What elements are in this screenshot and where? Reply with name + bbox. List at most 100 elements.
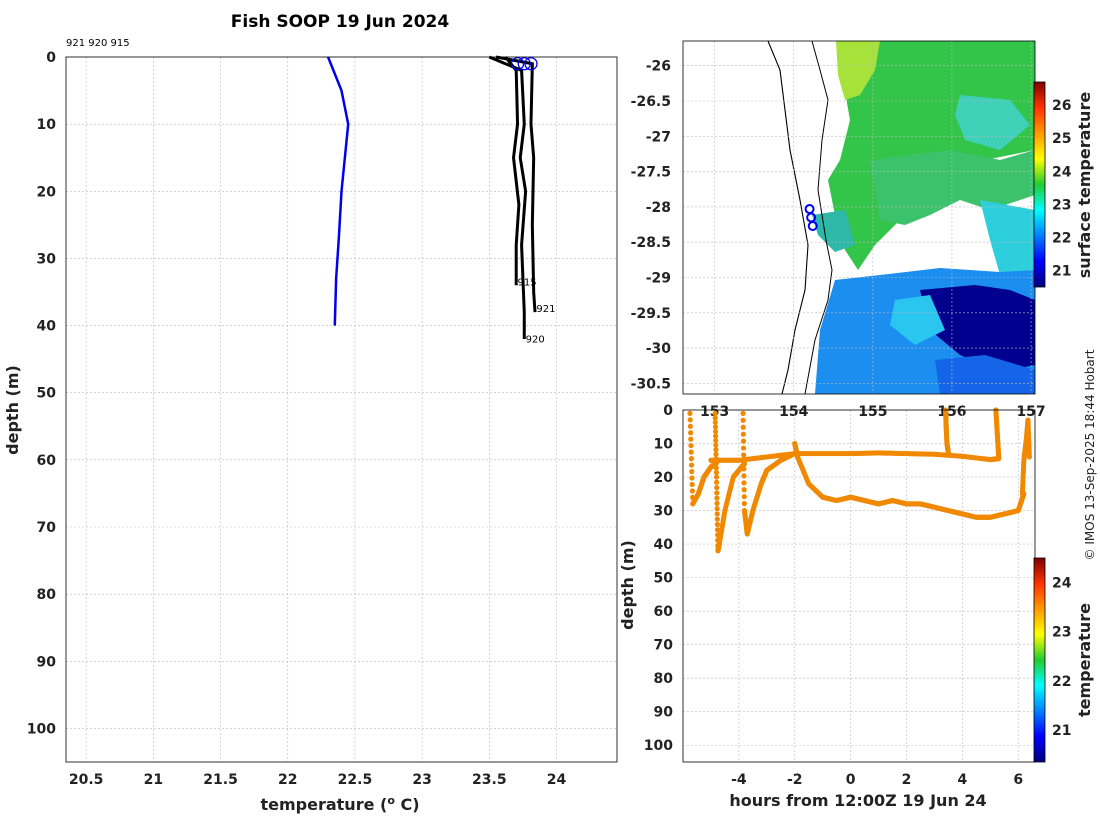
profile-y-tick-label: 20: [37, 184, 57, 200]
timeseries-colorbar-tick-label: 22: [1052, 674, 1071, 690]
timeseries-y-tick-label: 40: [654, 537, 674, 553]
map-x-tick-label: 157: [1016, 404, 1045, 420]
timeseries-point: [712, 410, 718, 416]
timeseries-point: [688, 443, 694, 449]
timeseries-y-axis-label: depth (m): [618, 540, 637, 630]
timeseries-point: [740, 417, 746, 423]
timeseries-point: [945, 450, 951, 457]
timeseries-y-tick-label: 80: [654, 671, 674, 687]
timeseries-x-tick-label: 6: [1013, 772, 1023, 788]
timeseries-point: [713, 451, 719, 457]
timeseries-point: [714, 506, 720, 512]
profile-label-921: 921: [536, 304, 555, 315]
timeseries-point: [713, 442, 719, 448]
timeseries-point: [714, 521, 721, 528]
map-y-tick-label: -26: [646, 59, 671, 75]
timeseries-point: [712, 424, 719, 430]
timeseries-point: [714, 479, 720, 485]
timeseries-y-tick-label: 10: [654, 437, 674, 453]
profile-title: Fish SOOP 19 Jun 2024: [231, 12, 450, 32]
timeseries-point: [714, 500, 720, 506]
profile-grid: [66, 56, 617, 762]
timeseries-colorbar-label: temperature: [1075, 603, 1094, 717]
timeseries-x-axis-label: hours from 12:00Z 19 Jun 24: [729, 791, 986, 810]
timeseries-point: [712, 415, 718, 421]
map-grid: [683, 41, 1035, 394]
map-y-tick-label: -27: [646, 129, 671, 145]
timeseries-y-tick-label: 30: [654, 504, 674, 520]
timeseries-colorbar-tick-label: 21: [1052, 723, 1071, 739]
map-x-tick-label: 155: [858, 404, 887, 420]
map-field: [683, 41, 1035, 394]
profile-x-tick-label: 24: [547, 772, 567, 788]
timeseries-point: [713, 433, 719, 439]
timeseries-colorbar-tick-label: 24: [1052, 576, 1072, 592]
timeseries-point: [713, 438, 719, 444]
timeseries-point: [740, 410, 746, 416]
timeseries-colorbar-frame: [1033, 557, 1046, 763]
timeseries-x-tick-label: -4: [731, 772, 747, 788]
timeseries-point: [714, 516, 720, 522]
profile-y-tick-label: 10: [37, 117, 57, 133]
profile-x-tick-label: 21: [144, 772, 163, 788]
profile-x-tick-label: 22.5: [338, 772, 373, 788]
timeseries-point: [741, 452, 747, 458]
map-y-ticks: -26 -26.5 -27 -27.5 -28 -28.5 -29 -29.5 -30 -30.5: [631, 59, 672, 393]
shelf-edge-contour: [804, 41, 833, 394]
timeseries-point: [687, 417, 693, 423]
timeseries-point: [741, 501, 747, 507]
profile-line-915: [504, 56, 521, 286]
profile-x-tick-label: 20.5: [69, 772, 104, 788]
timeseries-point: [713, 447, 719, 453]
map-y-tick-label: -28.5: [631, 235, 671, 251]
timeseries-colorbar: [1034, 558, 1045, 762]
timeseries-point: [687, 423, 693, 429]
timeseries-point: [688, 456, 694, 462]
timeseries-point: [714, 527, 721, 533]
land-mask: [683, 41, 818, 394]
map-station-markers: [804, 204, 818, 231]
timeseries-point: [740, 424, 746, 430]
xlabel-tail: C): [395, 795, 420, 814]
profile-x-ticks: 20.5 21 21.5 22 22.5 23 23.5 24: [69, 772, 567, 788]
timeseries-point: [996, 454, 1002, 460]
credit-text: © IMOS 13-Sep-2025 18:44 Hobart: [1083, 349, 1097, 560]
timeseries-colorbar-tick-label: 23: [1052, 625, 1071, 641]
timeseries-point: [689, 468, 695, 475]
timeseries-point: [1026, 454, 1033, 460]
map-y-tick-label: -27.5: [631, 165, 671, 181]
timeseries-point: [740, 438, 747, 444]
timeseries-point: [714, 490, 720, 496]
map-colorbar-tick-label: 24: [1052, 164, 1072, 180]
timeseries-colorbar-ticks: 21 22 23 24: [1052, 576, 1072, 739]
surface-marker: [510, 57, 525, 71]
map-y-tick-label: -29: [646, 271, 671, 287]
timeseries-point: [714, 484, 720, 491]
xlabel-superscript: o: [387, 794, 395, 807]
timeseries-x-ticks: -4 -2 0 2 4 6: [731, 772, 1023, 788]
profile-x-axis-label: temperature (o C): [260, 794, 419, 814]
profile-line-920: [488, 55, 528, 339]
profile-y-tick-label: 40: [37, 319, 57, 335]
profile-y-tick-label: 100: [27, 721, 56, 737]
map-colorbar-label: surface temperature: [1075, 92, 1094, 279]
profile-y-tick-label: 0: [46, 50, 56, 66]
timeseries-frame: [682, 409, 1036, 763]
map-colorbar-tick-label: 21: [1052, 263, 1071, 279]
map-colorbar-tick-label: 26: [1052, 98, 1071, 114]
sst-coldest-region: [920, 285, 1035, 372]
timeseries-point: [741, 487, 747, 493]
profile-y-axis-label: depth (m): [3, 365, 22, 455]
timeseries-x-tick-label: 4: [957, 772, 967, 788]
timeseries-point: [712, 419, 718, 426]
timeseries-point: [741, 473, 747, 479]
profile-x-tick-label: 22: [278, 772, 297, 788]
timeseries-point: [688, 462, 695, 468]
profile-line-921: [495, 55, 537, 313]
station-marker: [807, 220, 818, 231]
timeseries-point: [714, 495, 720, 501]
profile-x-tick-label: 23.5: [472, 772, 507, 788]
coastline: [767, 41, 809, 394]
timeseries-point: [689, 488, 695, 494]
timeseries-point: [713, 474, 720, 480]
